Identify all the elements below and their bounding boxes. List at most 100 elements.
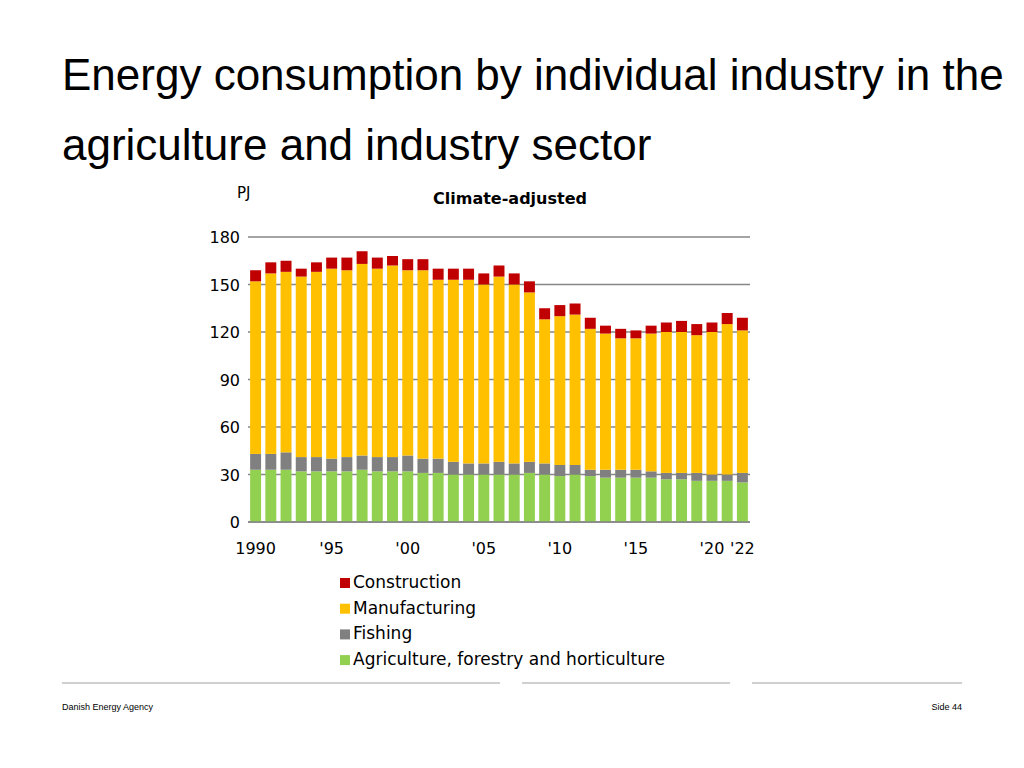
- bar: [357, 251, 368, 264]
- bar: [509, 463, 520, 474]
- bar: [478, 285, 489, 464]
- bar: [265, 262, 276, 273]
- bar: [676, 479, 687, 522]
- bar: [524, 462, 535, 473]
- bar: [691, 473, 702, 481]
- bar: [463, 269, 474, 280]
- bar: [250, 270, 261, 281]
- bar: [554, 476, 565, 522]
- bar: [326, 459, 337, 472]
- bar: [600, 470, 611, 478]
- bar: [615, 478, 626, 522]
- bar: [311, 457, 322, 471]
- x-tick-label: '20: [700, 539, 725, 558]
- bar: [554, 305, 565, 316]
- y-tick-label: 60: [220, 418, 240, 437]
- bar: [341, 457, 352, 471]
- bar: [524, 473, 535, 522]
- bar: [494, 475, 505, 523]
- bar: [417, 473, 428, 522]
- bar: [417, 270, 428, 458]
- bar: [722, 313, 733, 324]
- legend-swatch: [340, 578, 350, 588]
- bar: [524, 292, 535, 461]
- footer-right: Side 44: [931, 702, 962, 712]
- bar: [646, 478, 657, 522]
- bar: [326, 471, 337, 522]
- slide-title: Energy consumption by individual industr…: [62, 40, 1012, 180]
- bar: [357, 456, 368, 470]
- bar: [372, 258, 383, 269]
- y-tick-label: 150: [209, 276, 240, 295]
- bar: [722, 324, 733, 474]
- bar: [646, 334, 657, 472]
- bar: [585, 476, 596, 522]
- grid-line: [248, 521, 750, 522]
- bar: [570, 304, 581, 315]
- bar: [250, 470, 261, 522]
- bar: [661, 323, 672, 333]
- bar: [341, 258, 352, 271]
- bar: [661, 332, 672, 473]
- bar: [600, 326, 611, 334]
- bar: [402, 456, 413, 472]
- x-tick-label: '15: [624, 539, 649, 558]
- bar: [676, 332, 687, 473]
- bar: [600, 334, 611, 470]
- bar: [296, 471, 307, 522]
- bar: [448, 462, 459, 475]
- bar: [509, 285, 520, 464]
- x-tick-label: '00: [395, 539, 420, 558]
- bar: [433, 269, 444, 280]
- legend-swatch: [340, 629, 350, 639]
- bar: [494, 462, 505, 475]
- bar: [326, 269, 337, 459]
- bar: [478, 273, 489, 284]
- bar: [570, 475, 581, 523]
- bar: [463, 475, 474, 523]
- bar: [706, 475, 717, 481]
- bar: [281, 261, 292, 272]
- bar: [737, 330, 748, 473]
- x-tick-label: '95: [319, 539, 344, 558]
- bar: [250, 454, 261, 470]
- bar: [676, 473, 687, 479]
- bar: [296, 457, 307, 471]
- legend-swatch: [340, 655, 350, 665]
- grid-line: [248, 236, 750, 237]
- bar: [265, 273, 276, 454]
- bar: [357, 264, 368, 456]
- legend-entry: Manufacturing: [353, 598, 476, 618]
- legend-entry: Fishing: [353, 623, 412, 643]
- y-tick-label: 30: [220, 466, 240, 485]
- bar: [372, 457, 383, 471]
- bar: [433, 459, 444, 473]
- bar: [341, 270, 352, 457]
- bar: [296, 269, 307, 277]
- bar: [661, 473, 672, 479]
- bar: [737, 473, 748, 483]
- footer-rule: [62, 683, 500, 684]
- chart: 03060901201501801990'95'00'05'10'15'20'2…: [0, 0, 1024, 768]
- legend-entry: Agriculture, forestry and horticulture: [353, 649, 665, 669]
- bar: [630, 478, 641, 522]
- bar: [585, 329, 596, 470]
- bar: [539, 319, 550, 463]
- bar: [630, 330, 641, 338]
- bar: [509, 475, 520, 523]
- bar: [524, 281, 535, 292]
- bar: [600, 478, 611, 522]
- bar: [281, 470, 292, 522]
- bar: [463, 463, 474, 474]
- bar: [311, 471, 322, 522]
- legend-swatch: [340, 604, 350, 614]
- y-tick-label: 180: [209, 228, 240, 247]
- bar: [326, 258, 337, 269]
- bar: [387, 471, 398, 522]
- x-tick-label: '10: [547, 539, 572, 558]
- bar: [706, 323, 717, 333]
- bar: [402, 270, 413, 455]
- x-tick-label: 1990: [235, 539, 276, 558]
- y-tick-label: 0: [230, 513, 240, 532]
- bar: [402, 259, 413, 270]
